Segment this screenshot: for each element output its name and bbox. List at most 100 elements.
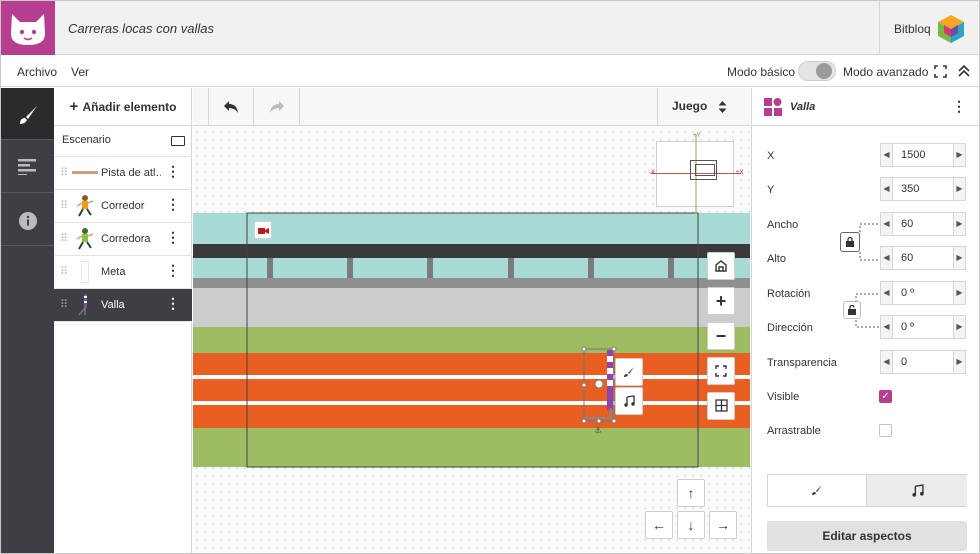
visible-checkbox[interactable]: ✓ (879, 390, 892, 403)
drag-handle-icon[interactable]: ⠿ (60, 266, 68, 278)
fullscreen-icon[interactable] (934, 65, 947, 78)
home-view-button[interactable] (707, 252, 735, 280)
increment-icon[interactable]: ▶ (953, 316, 965, 338)
y-field[interactable]: ◀ 350 ▶ (880, 177, 966, 201)
more-options-icon[interactable]: ⋮ (166, 295, 180, 311)
minimap[interactable]: +Y -X +X (649, 133, 744, 214)
zoom-in-button[interactable]: + (707, 287, 735, 315)
rotation-link-lines (855, 293, 880, 328)
decrement-icon[interactable]: ◀ (881, 178, 893, 200)
decrement-icon[interactable]: ◀ (881, 213, 893, 235)
decrement-icon[interactable]: ◀ (881, 247, 893, 269)
increment-icon[interactable]: ▶ (953, 247, 965, 269)
arrow-left-button[interactable]: ← (645, 511, 673, 539)
decrement-icon[interactable]: ◀ (881, 282, 893, 304)
runner-female-thumb-icon (76, 228, 94, 250)
minimap-y-axis (695, 134, 697, 214)
decrement-icon[interactable]: ◀ (881, 144, 893, 166)
list-item[interactable]: ⠿ Corredora ⋮ (54, 223, 192, 256)
tab-info[interactable] (1, 194, 54, 246)
list-item-selected[interactable]: ⠿ Valla ⋮ (54, 289, 192, 322)
transparency-field[interactable]: ◀ 0 ▶ (880, 350, 966, 374)
mode-toggle[interactable] (798, 61, 836, 81)
rotation-value: 0 º (901, 287, 915, 299)
menu-view[interactable]: Ver (71, 65, 90, 79)
element-sound-button[interactable] (615, 387, 643, 415)
tab-sounds[interactable] (867, 475, 967, 507)
fit-screen-icon (715, 365, 727, 377)
element-name[interactable]: Valla (790, 101, 816, 113)
runner-thumb-icon (76, 195, 94, 217)
project-title[interactable]: Carreras locas con vallas (68, 21, 214, 36)
canvas-area[interactable]: Juego (193, 88, 750, 554)
aspect-ratio-lock[interactable] (840, 232, 860, 252)
drag-handle-icon[interactable]: ⠿ (60, 167, 68, 179)
width-field[interactable]: ◀ 60 ▶ (880, 212, 966, 236)
tab-costumes[interactable] (767, 475, 867, 507)
track-thumb-icon (72, 161, 98, 185)
decrement-icon[interactable]: ◀ (881, 351, 893, 373)
scene-selector-label: Juego (672, 99, 708, 113)
zoom-out-button[interactable]: − (707, 322, 735, 350)
arrow-up-button[interactable]: ↑ (677, 479, 705, 507)
add-element-button[interactable]: + Añadir elemento (54, 88, 192, 126)
more-options-icon[interactable]: ⋮ (166, 163, 180, 179)
collapse-chevron-icon[interactable] (957, 64, 971, 78)
list-item[interactable]: ⠿ Corredor ⋮ (54, 190, 192, 223)
x-field[interactable]: ◀ 1500 ▶ (880, 143, 966, 167)
minimap-scene-frame (695, 164, 715, 176)
increment-icon[interactable]: ▶ (953, 144, 965, 166)
height-label: Alto (767, 253, 786, 265)
arrow-left-icon: ← (652, 517, 666, 533)
fit-screen-button[interactable] (707, 357, 735, 385)
menu-file[interactable]: Archivo (17, 65, 58, 79)
arrow-down-button[interactable]: ↓ (677, 511, 705, 539)
more-options-icon[interactable]: ⋮ (166, 196, 180, 212)
brush-icon (624, 367, 634, 377)
list-item-label: Corredor (101, 200, 145, 212)
arrow-right-icon: → (716, 517, 730, 533)
increment-icon[interactable]: ▶ (953, 282, 965, 304)
minimap-viewport[interactable] (690, 160, 717, 180)
list-item[interactable]: ⠿ Pista de atl… ⋮ (54, 157, 192, 190)
width-label: Ancho (767, 219, 799, 231)
element-list-panel: + Añadir elemento Escenario ⠿ Pista de a… (54, 88, 192, 553)
height-field[interactable]: ◀ 60 ▶ (880, 246, 966, 270)
grid-icon (714, 399, 728, 412)
drag-handle-icon[interactable]: ⠿ (60, 299, 68, 311)
tab-design[interactable] (1, 88, 54, 140)
scene-selector[interactable]: Juego (657, 88, 750, 126)
camera-indicator[interactable] (254, 221, 272, 239)
bitbloq-fox-logo[interactable] (1, 1, 55, 55)
brand-name: Bitbloq (894, 22, 931, 36)
menu-bar: Archivo Ver Modo básico Modo avanzado (1, 56, 979, 87)
more-options-icon[interactable]: ⋮ (166, 229, 180, 245)
tab-code[interactable] (1, 141, 54, 193)
list-item[interactable]: ⠿ Meta ⋮ (54, 256, 192, 289)
list-item-label: Valla (101, 299, 125, 311)
game-scene[interactable]: ⚓ (193, 126, 750, 554)
increment-icon[interactable]: ▶ (953, 351, 965, 373)
scene-label: Escenario (62, 134, 111, 146)
direction-label: Dirección (767, 322, 813, 334)
direction-field[interactable]: ◀ 0 º ▶ (880, 315, 966, 339)
draggable-checkbox[interactable] (879, 424, 892, 437)
drag-handle-icon[interactable]: ⠿ (60, 200, 68, 212)
drag-handle-icon[interactable]: ⠿ (60, 233, 68, 245)
more-options-icon[interactable]: ⋮ (166, 262, 180, 278)
undo-button[interactable] (208, 88, 254, 126)
arrow-right-button[interactable]: → (709, 511, 737, 539)
decrement-icon[interactable]: ◀ (881, 316, 893, 338)
scene-row[interactable]: Escenario (54, 127, 192, 157)
redo-button[interactable] (254, 88, 300, 126)
rotation-field[interactable]: ◀ 0 º ▶ (880, 281, 966, 305)
increment-icon[interactable]: ▶ (953, 213, 965, 235)
rotation-lock[interactable] (843, 301, 861, 319)
minimap-plus-y: +Y (693, 133, 701, 139)
edit-costumes-button[interactable]: Editar aspectos (767, 521, 967, 551)
increment-icon[interactable]: ▶ (953, 178, 965, 200)
element-costume-button[interactable] (615, 358, 643, 386)
more-options-icon[interactable]: ⋮ (952, 98, 966, 114)
music-icon (624, 395, 635, 407)
grid-toggle-button[interactable] (707, 392, 735, 420)
